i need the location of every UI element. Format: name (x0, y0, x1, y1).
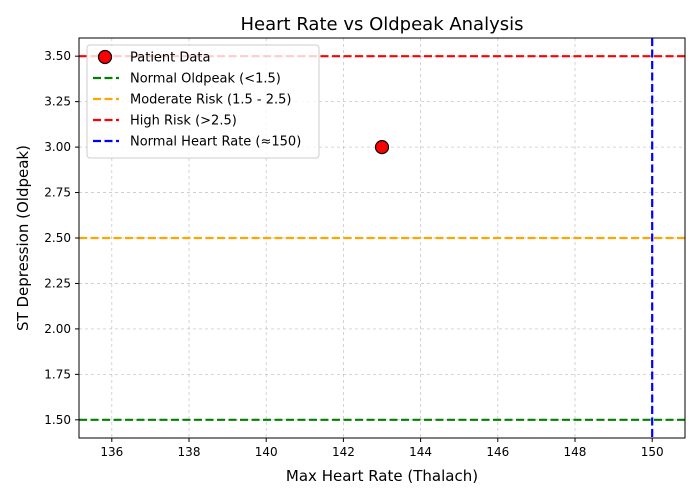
x-tick-label: 142 (332, 445, 355, 459)
legend-label: Normal Heart Rate (≈150) (130, 135, 301, 150)
x-tick-label: 150 (641, 445, 664, 459)
x-tick-label: 136 (100, 445, 123, 459)
x-tick-label: 138 (178, 445, 201, 459)
legend-label: Moderate Risk (1.5 - 2.5) (130, 93, 291, 108)
x-tick-label: 144 (409, 445, 432, 459)
y-tick-label: 3.25 (44, 95, 71, 109)
data-points (374, 139, 390, 155)
axis-ticks: 136 138 140 142 144 146 148 150 1.50 1.75 2.00 2.25… (44, 49, 663, 459)
y-tick-label: 2.75 (44, 186, 71, 200)
x-axis-title: Max Heart Rate (Thalach) (286, 467, 478, 485)
chart-title: Heart Rate vs Oldpeak Analysis (241, 14, 524, 35)
y-tick-label: 1.50 (44, 413, 71, 427)
y-tick-label: 3.00 (44, 140, 71, 154)
reference-lines (79, 38, 685, 438)
x-tick-label: 148 (564, 445, 587, 459)
legend-box (86, 44, 320, 159)
x-tick-label: 140 (255, 445, 278, 459)
y-tick-label: 2.25 (44, 276, 71, 290)
y-axis-title: ST Depression (Oldpeak) (14, 145, 32, 331)
legend-label: Patient Data (130, 51, 210, 66)
legend-label: Normal Oldpeak (<1.5) (130, 72, 281, 87)
legend: Patient Data Normal Oldpeak (<1.5) Moderat… (86, 44, 320, 159)
data-point (374, 139, 390, 155)
legend-marker (97, 49, 113, 65)
x-tick-label: 146 (486, 445, 509, 459)
legend-label: High Risk (>2.5) (130, 114, 237, 129)
y-tick-label: 3.50 (44, 49, 71, 63)
y-tick-label: 1.75 (44, 367, 71, 381)
y-tick-label: 2.00 (44, 322, 71, 336)
y-tick-label: 2.50 (44, 231, 71, 245)
